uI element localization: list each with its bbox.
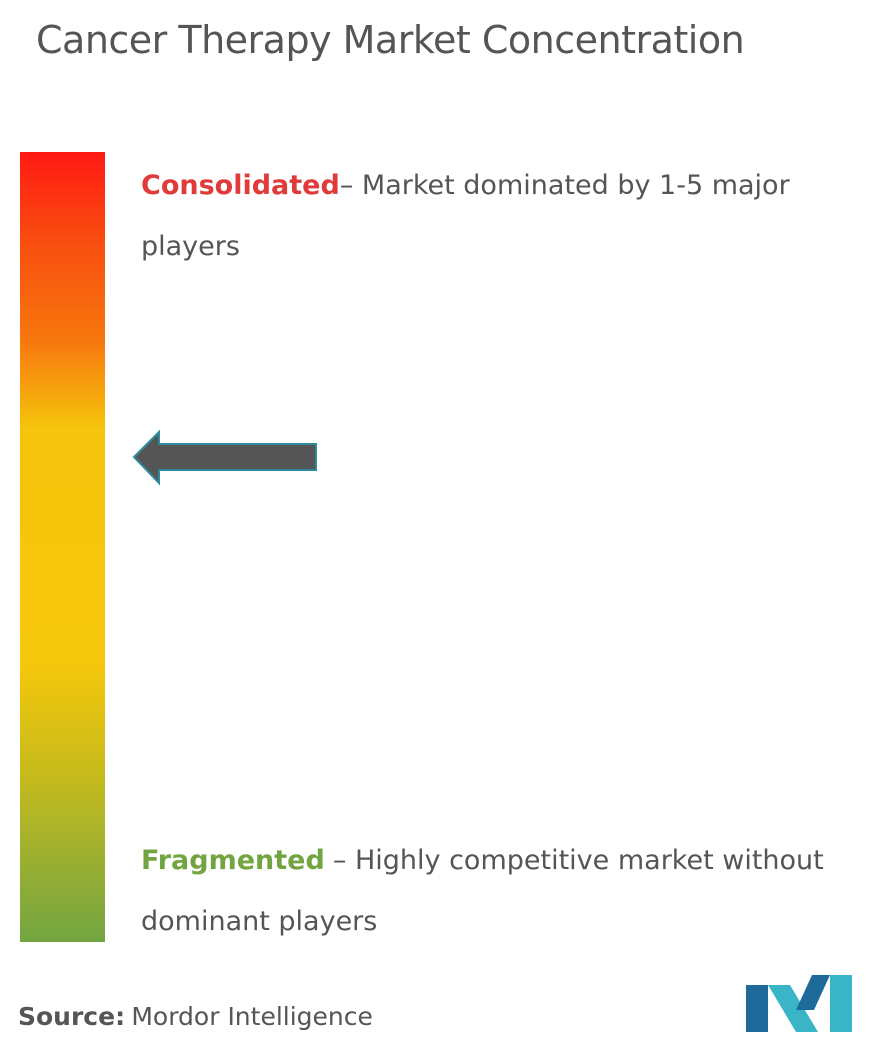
logo-shape	[746, 985, 768, 1032]
consolidated-label: Consolidated	[141, 170, 340, 201]
consolidated-text: – Market dominated by 1-5 major players	[141, 170, 790, 262]
source: Source: Mordor Intelligence	[18, 1002, 373, 1031]
source-text: Mordor Intelligence	[131, 1002, 373, 1031]
fragmented-text: – Highly competitive market without domi…	[141, 845, 824, 937]
logo-shape	[768, 985, 818, 1032]
title: Cancer Therapy Market Concentration	[36, 18, 745, 62]
source-label: Source:	[18, 1002, 126, 1031]
consolidated-description: Consolidated– Market dominated by 1-5 ma…	[141, 155, 841, 277]
logo	[746, 975, 852, 1032]
fragmented-label: Fragmented	[141, 845, 325, 876]
logo-shape	[796, 975, 830, 1010]
concentration-gradient-bar	[20, 152, 105, 942]
logo-shape	[830, 975, 852, 1032]
position-arrow	[132, 429, 317, 486]
fragmented-description: Fragmented – Highly competitive market wi…	[141, 830, 841, 952]
